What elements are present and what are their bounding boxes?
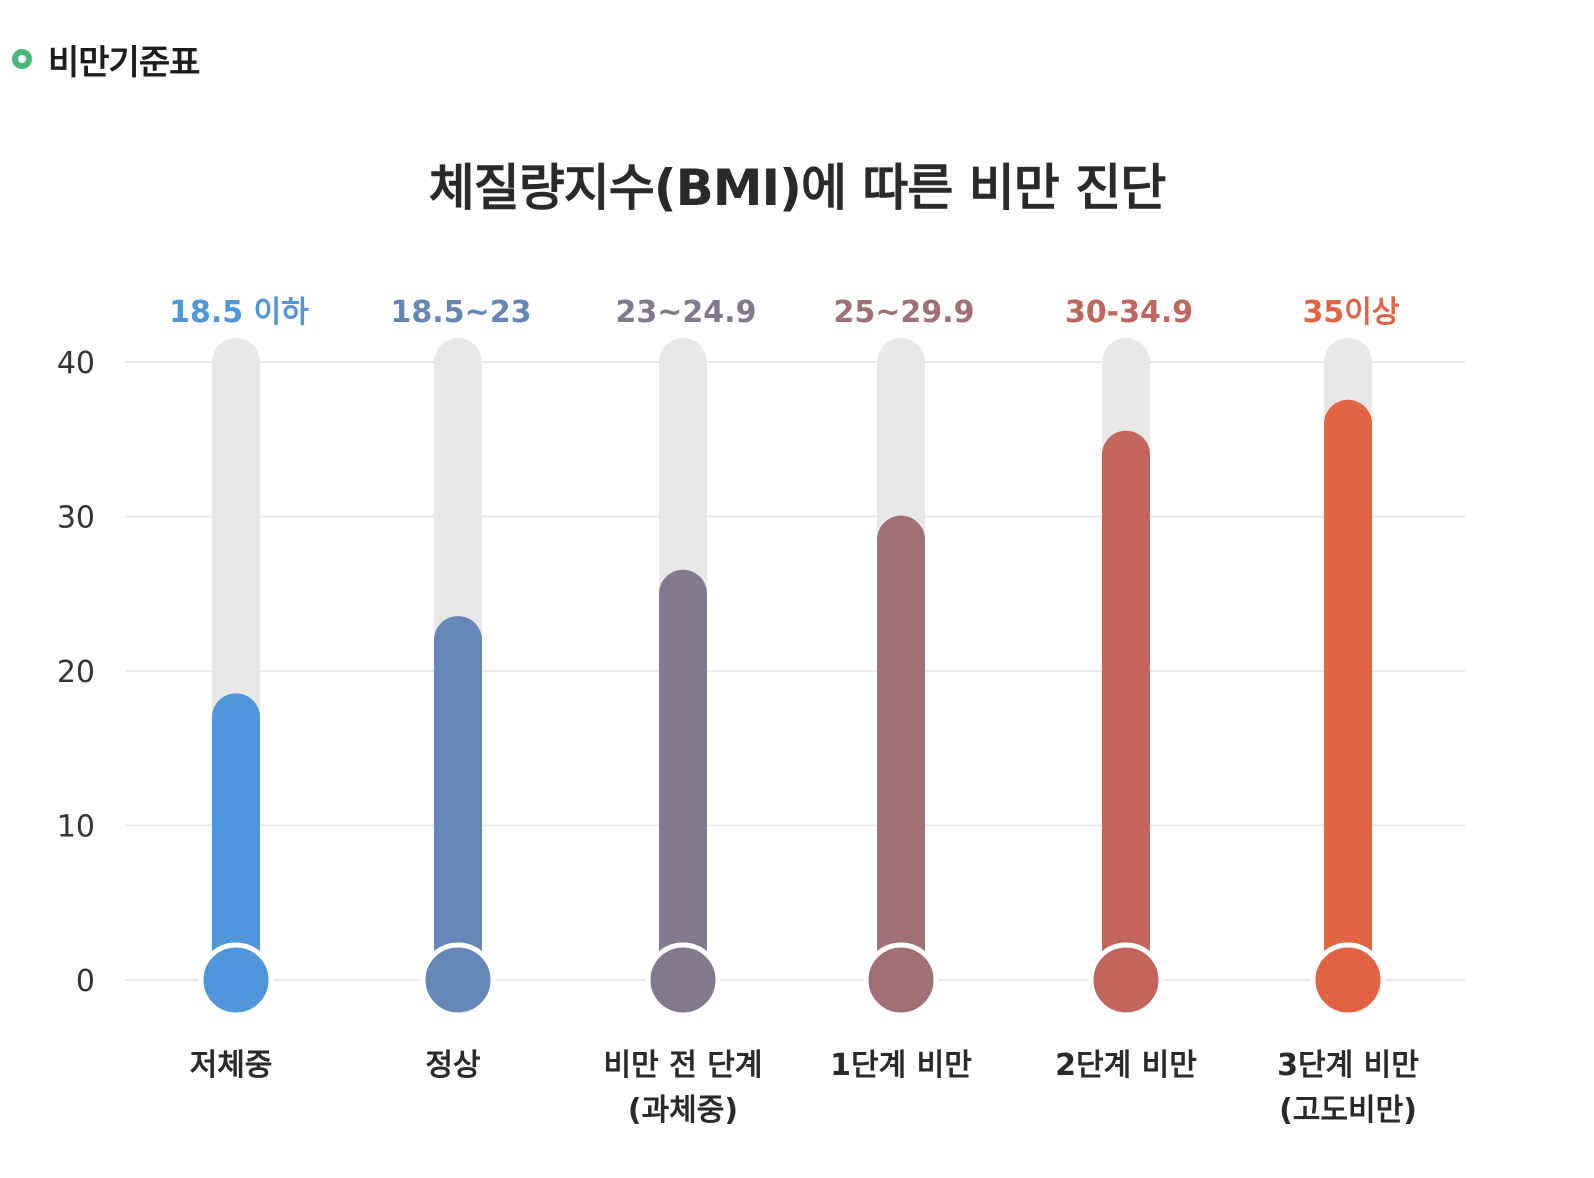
category-label: 저체중 — [190, 1048, 273, 1083]
y-tick-label: 30 — [57, 501, 95, 536]
category-label: 정상 — [425, 1048, 481, 1083]
thermometer-bulb — [1088, 942, 1164, 1018]
y-tick-label: 10 — [57, 810, 95, 845]
thermometer-bulb — [863, 942, 939, 1018]
thermometer-bulb — [420, 942, 496, 1018]
range-label: 18.5 이하 — [169, 295, 309, 330]
y-tick-label: 20 — [57, 655, 95, 690]
range-label: 23~24.9 — [616, 295, 757, 330]
section-header: 비만기준표 — [12, 34, 200, 84]
thermometer-bulb — [198, 942, 274, 1018]
category-label: 비만 전 단계 — [604, 1048, 763, 1083]
y-tick-label: 0 — [76, 964, 95, 999]
category-label: (과체중) — [628, 1093, 738, 1128]
range-label: 18.5~23 — [391, 295, 532, 330]
category-label: 1단계 비만 — [830, 1048, 972, 1083]
thermometer-bulb — [645, 942, 721, 1018]
range-label: 30-34.9 — [1065, 295, 1193, 330]
category-label: 2단계 비만 — [1055, 1048, 1197, 1083]
ring-icon — [12, 49, 32, 69]
range-label: 25~29.9 — [834, 295, 975, 330]
thermometer-bulb — [1310, 942, 1386, 1018]
category-label: (고도비만) — [1279, 1093, 1417, 1128]
section-title: 비만기준표 — [48, 42, 200, 83]
category-label: 3단계 비만 — [1277, 1048, 1419, 1083]
range-label: 35이상 — [1303, 295, 1400, 330]
chart-title: 체질량지수(BMI)에 따른 비만 진단 — [428, 159, 1166, 217]
y-tick-label: 40 — [57, 346, 95, 381]
